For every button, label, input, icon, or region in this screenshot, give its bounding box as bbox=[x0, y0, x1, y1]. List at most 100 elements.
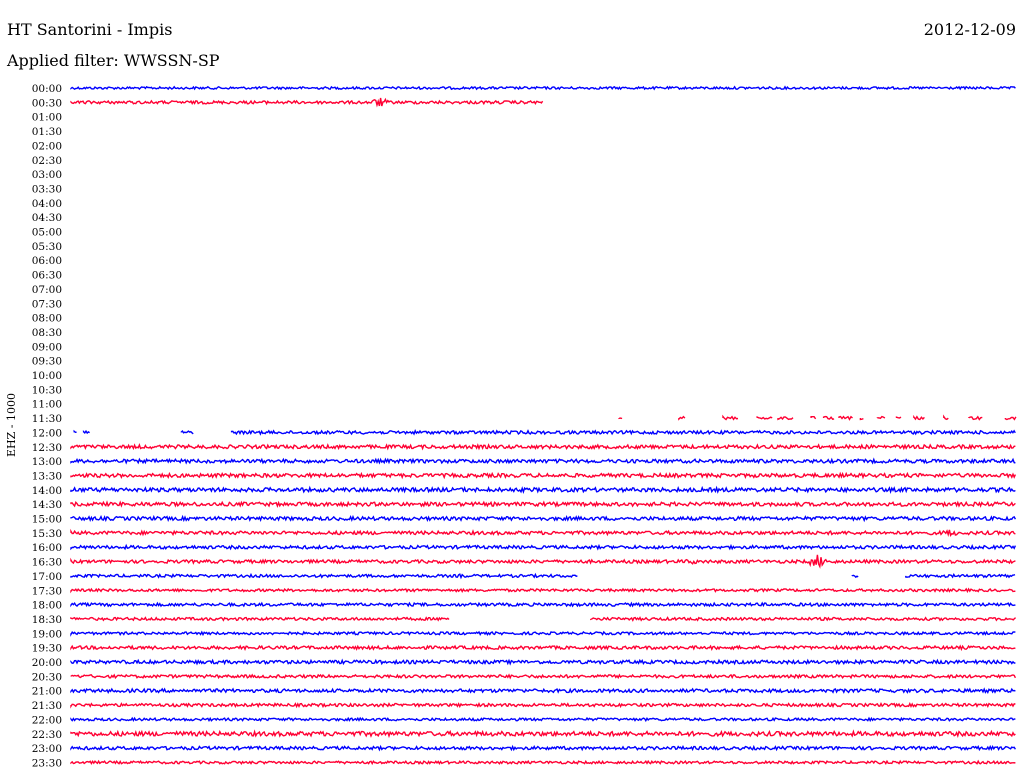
row-time-label: 12:30 bbox=[32, 442, 62, 454]
row-time-label: 07:30 bbox=[32, 298, 62, 310]
trace-segment bbox=[70, 554, 1016, 569]
trace-1900 bbox=[70, 630, 1016, 637]
record-date: 2012-12-09 bbox=[923, 20, 1016, 39]
trace-segment bbox=[70, 759, 1016, 766]
trace-1930 bbox=[70, 644, 1016, 652]
trace-2130 bbox=[70, 701, 1016, 709]
trace-2330 bbox=[70, 759, 1016, 766]
trace-2000 bbox=[70, 658, 1016, 666]
trace-segment bbox=[70, 457, 1016, 465]
trace-segment bbox=[70, 471, 1017, 480]
trace-1330 bbox=[70, 471, 1017, 480]
trace-segment bbox=[230, 429, 1016, 436]
trace-segment bbox=[70, 500, 1016, 509]
trace-1530 bbox=[70, 528, 1016, 537]
trace-1200 bbox=[73, 429, 1016, 436]
filter-label: Applied filter: bbox=[7, 51, 119, 70]
trace-segment bbox=[70, 673, 1017, 680]
row-time-label: 19:00 bbox=[32, 628, 62, 640]
trace-segment bbox=[70, 514, 1017, 523]
row-time-label: 02:00 bbox=[32, 140, 62, 152]
trace-2200 bbox=[70, 716, 1016, 723]
row-time-label: 20:00 bbox=[32, 657, 62, 669]
row-time-label: 11:30 bbox=[32, 413, 62, 425]
filter-name: WWSSN-SP bbox=[123, 51, 220, 70]
row-time-label: 05:30 bbox=[32, 241, 62, 253]
trace-segment bbox=[905, 573, 1016, 579]
row-time-label: 03:30 bbox=[32, 183, 62, 195]
trace-segment bbox=[73, 429, 77, 434]
trace-segment bbox=[851, 574, 859, 579]
trace-2100 bbox=[70, 687, 1016, 694]
trace-segment bbox=[70, 644, 1016, 652]
row-time-label: 12:00 bbox=[32, 427, 62, 439]
trace-segment bbox=[70, 587, 1016, 594]
trace-2300 bbox=[70, 744, 1016, 752]
row-time-label: 20:30 bbox=[32, 671, 62, 683]
trace-1630 bbox=[70, 554, 1016, 569]
trace-0000 bbox=[70, 85, 1016, 91]
row-time-label: 22:00 bbox=[32, 714, 62, 726]
trace-segment bbox=[70, 744, 1016, 752]
row-time-label: 18:30 bbox=[32, 614, 62, 626]
row-time-label: 21:00 bbox=[32, 686, 62, 698]
row-time-label: 06:30 bbox=[32, 270, 62, 282]
trace-segment bbox=[70, 616, 450, 622]
row-labels: 00:00 00:30 01:00 01:30 02:00 02:30 03:00 03:30… bbox=[32, 83, 62, 769]
trace-1700 bbox=[70, 572, 1016, 580]
row-time-label: 15:30 bbox=[32, 528, 62, 540]
row-time-label: 13:30 bbox=[32, 470, 62, 482]
row-time-label: 06:00 bbox=[32, 255, 62, 267]
row-time-label: 10:00 bbox=[32, 370, 62, 382]
trace-1500 bbox=[70, 514, 1017, 523]
row-time-label: 14:30 bbox=[32, 499, 62, 511]
row-time-label: 02:30 bbox=[32, 155, 62, 167]
channel-label: EHZ - 1000 bbox=[5, 393, 18, 457]
row-time-label: 09:00 bbox=[32, 341, 62, 353]
row-time-label: 03:00 bbox=[32, 169, 62, 181]
trace-segment bbox=[70, 687, 1016, 694]
trace-1830 bbox=[70, 616, 1017, 622]
trace-segment bbox=[70, 701, 1016, 709]
row-time-label: 08:30 bbox=[32, 327, 62, 339]
trace-segment bbox=[70, 729, 1016, 739]
row-time-label: 21:30 bbox=[32, 700, 62, 712]
traces bbox=[70, 85, 1017, 766]
row-time-label: 05:00 bbox=[32, 227, 62, 239]
trace-1230 bbox=[70, 443, 1016, 451]
row-time-label: 14:00 bbox=[32, 485, 62, 497]
filter-line: Applied filter: WWSSN-SP bbox=[7, 51, 220, 70]
row-time-label: 19:30 bbox=[32, 643, 62, 655]
trace-segment bbox=[70, 543, 1017, 551]
row-time-label: 00:30 bbox=[32, 97, 62, 109]
row-time-label: 00:00 bbox=[32, 83, 62, 95]
row-time-label: 16:30 bbox=[32, 557, 62, 569]
trace-segment bbox=[722, 414, 1017, 421]
row-time-label: 13:00 bbox=[32, 456, 62, 468]
row-time-label: 18:00 bbox=[32, 600, 62, 612]
trace-2030 bbox=[70, 673, 1017, 680]
trace-segment bbox=[70, 572, 578, 580]
trace-1400 bbox=[70, 485, 1016, 495]
row-time-label: 23:30 bbox=[32, 757, 62, 769]
row-time-label: 22:30 bbox=[32, 729, 62, 741]
trace-segment bbox=[70, 528, 1016, 537]
trace-segment bbox=[70, 443, 1016, 451]
row-time-label: 23:00 bbox=[32, 743, 62, 755]
row-time-label: 11:00 bbox=[32, 399, 62, 411]
trace-segment bbox=[70, 716, 1016, 723]
row-time-label: 15:00 bbox=[32, 514, 62, 526]
trace-segment bbox=[82, 429, 90, 435]
row-time-label: 01:00 bbox=[32, 112, 62, 124]
trace-0030 bbox=[70, 97, 544, 108]
trace-segment bbox=[70, 601, 1016, 608]
row-time-label: 16:00 bbox=[32, 542, 62, 554]
trace-segment bbox=[70, 85, 1016, 91]
trace-1300 bbox=[70, 457, 1016, 465]
trace-segment bbox=[70, 658, 1016, 666]
row-time-label: 10:30 bbox=[32, 384, 62, 396]
trace-segment bbox=[70, 630, 1016, 637]
trace-1430 bbox=[70, 500, 1016, 509]
trace-1600 bbox=[70, 543, 1017, 551]
